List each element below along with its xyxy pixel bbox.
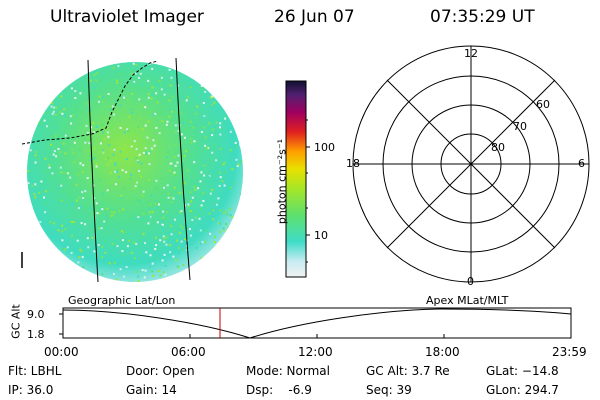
colorbar-tick-10: 10 <box>314 229 328 242</box>
mlt-label-18: 18 <box>346 157 360 170</box>
lat-label-60: 60 <box>536 98 550 111</box>
lat-label-70: 70 <box>513 120 527 133</box>
glon-readout: GLon: 294.7 <box>486 383 559 397</box>
apex-label: Apex MLat/MLT <box>426 294 509 307</box>
xtick-1200: 12:00 <box>298 345 333 359</box>
app-title: Ultraviolet Imager <box>50 7 204 27</box>
door-readout: Door: Open <box>126 364 195 378</box>
xtick-0000: 00:00 <box>44 345 79 359</box>
date-label: 26 Jun 07 <box>274 7 355 27</box>
colorbar-tick-100: 100 <box>314 141 335 154</box>
polar-plot <box>352 45 590 283</box>
xtick-0600: 06:00 <box>171 345 206 359</box>
altitude-timeline <box>59 307 572 339</box>
seq-readout: Seq: 39 <box>366 383 412 397</box>
ytick-1-8: 1.8 <box>27 328 45 341</box>
colorbar-unit-label: photon cm⁻²s⁻¹ <box>275 138 289 225</box>
gc-alt-axis-label: GC Alt <box>9 304 23 339</box>
colorbar <box>285 80 310 278</box>
geographic-label: Geographic Lat/Lon <box>68 294 176 307</box>
ip-readout: IP: 36.0 <box>8 383 54 397</box>
filter-readout: Flt: LBHL <box>8 364 62 378</box>
lat-label-80: 80 <box>491 141 505 154</box>
mlt-label-6: 6 <box>578 157 585 170</box>
mlt-label-12: 12 <box>464 47 478 60</box>
gain-readout: Gain: 14 <box>126 383 177 397</box>
time-label: 07:35:29 UT <box>430 7 535 27</box>
mlt-label-0: 0 <box>467 275 474 288</box>
xtick-2359: 23:59 <box>552 345 587 359</box>
uv-image-disc <box>21 57 243 283</box>
mode-readout: Mode: Normal <box>246 364 330 378</box>
xtick-1800: 18:00 <box>425 345 460 359</box>
gc-alt-readout: GC Alt: 3.7 Re <box>366 364 450 378</box>
ytick-9: 9.0 <box>27 308 45 321</box>
glat-readout: GLat: −14.8 <box>486 364 559 378</box>
dsp-readout: Dsp: -6.9 <box>246 383 312 397</box>
